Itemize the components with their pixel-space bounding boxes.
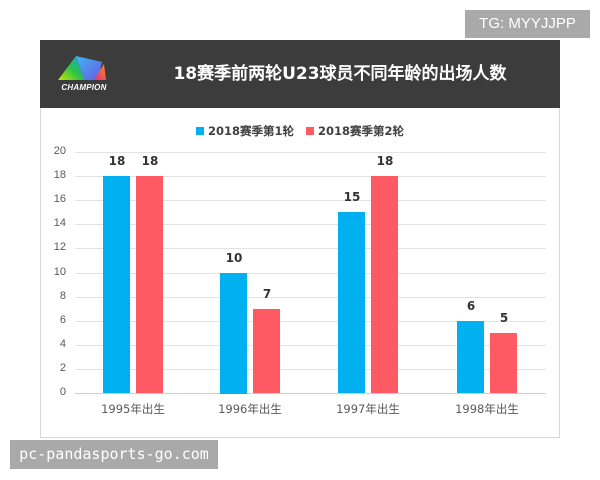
gridline: [75, 248, 546, 249]
x-axis-category-label: 1998年出生: [455, 402, 519, 416]
champion-logo: CHAMPION: [54, 50, 114, 100]
legend-swatch-blue-icon: [195, 127, 204, 135]
bar-round1: [103, 176, 130, 393]
bar-round2: [136, 176, 163, 393]
bar-value-label: 5: [499, 311, 509, 325]
gridline: [75, 369, 546, 370]
bar-value-label: 18: [376, 154, 394, 168]
bar-value-label: 18: [108, 154, 126, 168]
y-tick-label: 6: [59, 314, 66, 326]
y-tick-label: 18: [53, 169, 66, 181]
x-axis-category-label: 1996年出生: [218, 402, 282, 416]
logo-text: CHAMPION: [61, 83, 107, 92]
y-tick-label: 20: [53, 145, 66, 157]
champion-logo-icon: [58, 56, 106, 80]
legend-label: 2018赛季第1轮: [207, 124, 294, 138]
legend: 2018赛季第1轮 2018赛季第2轮: [0, 123, 600, 139]
gridline: [75, 152, 546, 153]
y-tick-label: 4: [59, 338, 66, 350]
bar-round2: [490, 333, 517, 393]
bar-round1: [220, 273, 247, 394]
watermark-top-right: TG: MYYJJPP: [465, 10, 590, 38]
gridline: [75, 273, 546, 274]
gridline: [75, 297, 546, 298]
bar-value-label: 15: [343, 190, 361, 204]
y-tick-label: 14: [53, 217, 66, 229]
y-tick-label: 10: [53, 266, 66, 278]
gridline: [75, 224, 546, 225]
bar-value-label: 6: [466, 299, 476, 313]
y-tick-label: 12: [53, 241, 66, 253]
legend-item-round1: 2018赛季第1轮: [195, 123, 294, 139]
chart-header: CHAMPION 18赛季前两轮U23球员不同年龄的出场人数: [40, 40, 560, 108]
gridline: [75, 176, 546, 177]
bar-round2: [371, 176, 398, 393]
y-tick-label: 16: [53, 193, 66, 205]
legend-label: 2018赛季第2轮: [318, 124, 405, 138]
bar-round1: [457, 321, 484, 393]
bar-round1: [338, 212, 365, 393]
y-tick-label: 8: [59, 290, 66, 302]
bar-value-label: 7: [262, 287, 272, 301]
gridline: [75, 200, 546, 201]
legend-item-round2: 2018赛季第2轮: [306, 123, 404, 139]
gridline: [75, 393, 546, 394]
bar-value-label: 10: [225, 251, 243, 265]
gridline: [75, 345, 546, 346]
x-axis-category-label: 1997年出生: [336, 402, 400, 416]
chart-title: 18赛季前两轮U23球员不同年龄的出场人数: [173, 64, 507, 84]
legend-swatch-red-icon: [306, 127, 314, 135]
y-tick-label: 0: [59, 386, 66, 398]
bar-round2: [253, 309, 280, 393]
x-axis-category-label: 1995年出生: [101, 402, 165, 416]
bar-value-label: 18: [141, 154, 159, 168]
gridline: [75, 321, 546, 322]
watermark-bottom-left: pc-pandasports-go.com: [10, 440, 218, 469]
y-tick-label: 2: [59, 362, 66, 374]
